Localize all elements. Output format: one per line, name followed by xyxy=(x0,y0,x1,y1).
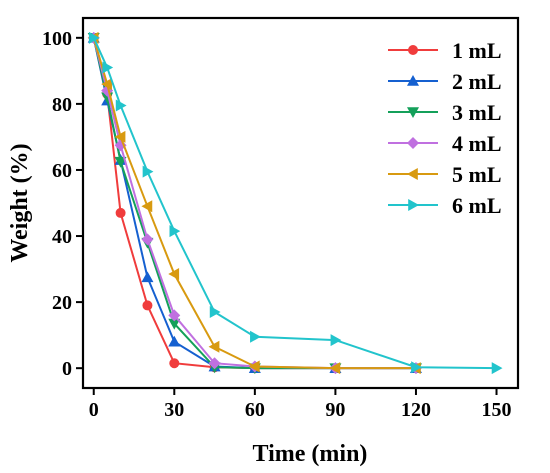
series-line xyxy=(92,37,416,370)
plot-frame xyxy=(81,16,520,390)
legend-label: 4 mL xyxy=(452,131,502,156)
data-point xyxy=(88,31,100,44)
legend-item: 1 mL xyxy=(388,38,502,63)
legend-marker xyxy=(407,107,419,118)
x-tick-label: 120 xyxy=(401,399,431,421)
data-point xyxy=(248,360,260,373)
data-point xyxy=(168,309,181,322)
y-axis-title: Weight (%) xyxy=(7,143,33,262)
legend-marker xyxy=(407,75,419,86)
y-tick-label: 80 xyxy=(52,94,72,116)
series-4 xyxy=(87,31,422,375)
series-5 xyxy=(87,31,421,375)
x-tick-label: 0 xyxy=(89,399,99,421)
y-tick-label: 60 xyxy=(52,160,72,182)
data-point xyxy=(208,357,221,370)
data-point xyxy=(209,306,221,319)
data-point xyxy=(169,225,181,238)
legend: 1 mL 2 mL 3 mL 4 mL 5 mL 6 mL xyxy=(388,38,502,218)
data-point xyxy=(115,99,127,112)
data-point xyxy=(102,61,114,74)
series-layer xyxy=(87,31,503,375)
series-line xyxy=(92,37,416,370)
x-tick-label: 60 xyxy=(245,399,265,421)
x-axis-title: Time (min) xyxy=(253,441,368,467)
series-6 xyxy=(88,31,503,375)
data-point xyxy=(491,362,503,375)
legend-marker xyxy=(408,199,419,211)
data-point xyxy=(141,200,153,213)
legend-label: 2 mL xyxy=(452,69,502,94)
data-point xyxy=(168,268,180,281)
data-point xyxy=(115,207,126,218)
series-line xyxy=(92,37,416,370)
data-point xyxy=(141,271,154,283)
legend-marker xyxy=(407,168,418,180)
legend-item: 4 mL xyxy=(388,131,502,156)
axes-layer xyxy=(81,16,520,390)
legend-item: 3 mL xyxy=(388,100,502,125)
data-point xyxy=(142,300,153,311)
x-tick-label: 30 xyxy=(164,399,184,421)
y-tick-label: 40 xyxy=(52,226,72,248)
data-point xyxy=(168,318,181,330)
x-tick-label: 90 xyxy=(325,399,345,421)
legend-item: 2 mL xyxy=(388,69,502,94)
data-point xyxy=(141,233,154,246)
data-point xyxy=(114,156,127,168)
y-tick-label: 0 xyxy=(62,358,72,380)
y-tick-label: 20 xyxy=(52,292,72,314)
data-point xyxy=(142,165,154,178)
legend-marker xyxy=(407,137,419,149)
x-tick-label: 150 xyxy=(482,399,512,421)
legend-label: 6 mL xyxy=(452,193,502,218)
data-point xyxy=(208,340,220,353)
data-point xyxy=(330,334,342,347)
legend-item: 5 mL xyxy=(388,162,502,187)
data-point xyxy=(169,358,180,369)
series-1 xyxy=(88,32,421,374)
legend-label: 1 mL xyxy=(452,38,502,63)
data-point xyxy=(250,330,261,343)
legend-marker xyxy=(408,45,418,55)
ticks-layer: 0 30 60 90 120 150 0 20 40 60 80 100 xyxy=(42,28,512,421)
legend-label: 3 mL xyxy=(452,100,502,125)
data-point xyxy=(411,361,422,374)
series-line xyxy=(92,37,416,370)
legend-item: 6 mL xyxy=(388,193,502,218)
series-line xyxy=(92,37,416,370)
data-point xyxy=(168,335,181,347)
data-point xyxy=(329,362,341,375)
series-line xyxy=(92,37,497,370)
y-tick-label: 100 xyxy=(42,28,72,50)
data-point xyxy=(114,130,126,143)
legend-label: 5 mL xyxy=(452,162,502,187)
data-point xyxy=(101,78,112,91)
